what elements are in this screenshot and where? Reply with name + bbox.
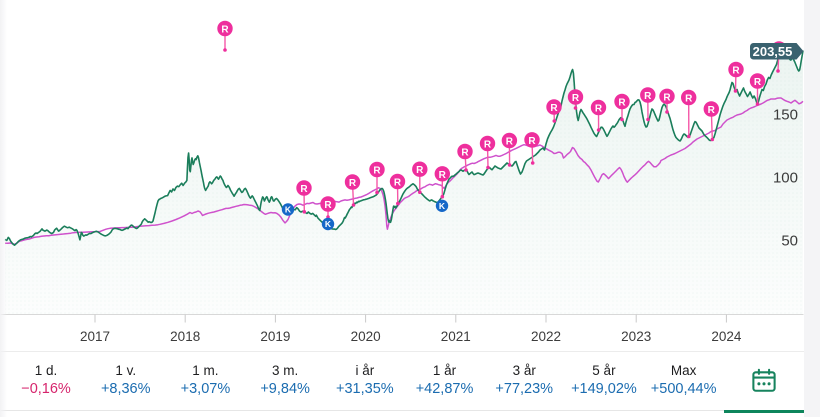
svg-text:R: R — [373, 166, 381, 177]
svg-text:R: R — [324, 200, 332, 211]
svg-text:150: 150 — [773, 107, 798, 124]
svg-text:R: R — [685, 94, 693, 105]
svg-text:K: K — [285, 205, 292, 215]
svg-text:R: R — [708, 105, 716, 116]
svg-text:R: R — [595, 104, 603, 115]
svg-text:R: R — [663, 92, 671, 103]
svg-text:R: R — [732, 66, 740, 77]
svg-text:2021: 2021 — [441, 329, 471, 344]
svg-text:2024: 2024 — [711, 329, 742, 344]
svg-text:R: R — [550, 103, 558, 114]
svg-text:R: R — [572, 93, 580, 104]
svg-text:2022: 2022 — [531, 329, 561, 344]
svg-text:2020: 2020 — [351, 329, 381, 344]
svg-text:R: R — [439, 170, 447, 181]
svg-text:R: R — [484, 140, 492, 151]
svg-text:R: R — [300, 184, 308, 195]
svg-text:R: R — [506, 137, 514, 148]
svg-text:2017: 2017 — [80, 329, 110, 344]
svg-text:R: R — [754, 77, 762, 88]
svg-text:100: 100 — [773, 170, 798, 187]
svg-text:2018: 2018 — [170, 329, 200, 344]
svg-text:R: R — [618, 98, 626, 109]
svg-text:R: R — [221, 25, 229, 36]
svg-text:R: R — [461, 148, 469, 159]
svg-text:50: 50 — [781, 233, 798, 250]
svg-text:K: K — [439, 201, 446, 211]
svg-text:2023: 2023 — [621, 329, 651, 344]
svg-text:2019: 2019 — [260, 329, 290, 344]
svg-text:R: R — [349, 178, 357, 189]
svg-text:203,55: 203,55 — [753, 44, 793, 59]
svg-text:R: R — [528, 136, 536, 147]
svg-text:R: R — [644, 91, 652, 102]
svg-text:R: R — [416, 165, 424, 176]
svg-text:R: R — [394, 178, 402, 189]
svg-text:K: K — [325, 219, 332, 229]
